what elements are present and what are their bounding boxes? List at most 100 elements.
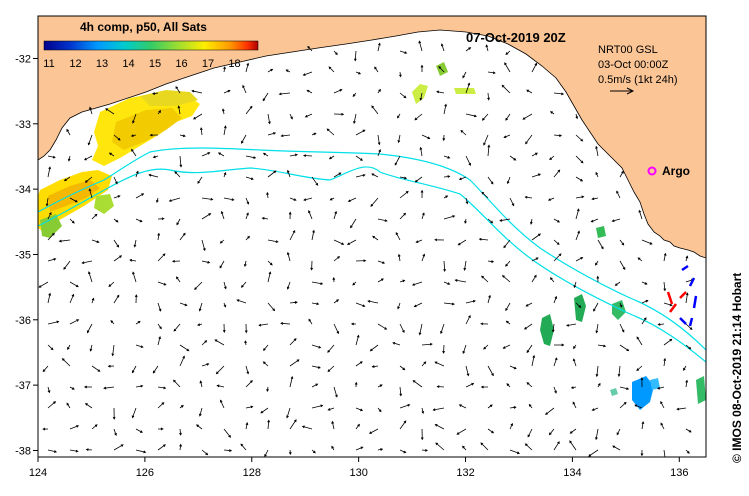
current-arrow-icon <box>214 339 225 346</box>
current-arrow-icon <box>685 379 689 388</box>
current-arrow-icon <box>619 260 626 271</box>
current-arrow-icon <box>38 281 49 288</box>
current-arrow-icon <box>531 257 539 262</box>
current-arrow-icon <box>505 260 511 267</box>
current-arrow-icon <box>569 428 577 434</box>
current-arrow-icon <box>135 384 144 388</box>
current-arrow-icon <box>288 211 292 220</box>
current-arrow-icon <box>135 193 145 199</box>
current-arrow-icon <box>113 239 120 248</box>
current-arrow-icon <box>525 134 533 145</box>
current-arrow-icon <box>353 113 357 125</box>
current-arrow-icon <box>377 218 388 222</box>
current-arrow-icon <box>45 197 49 207</box>
current-arrow-icon <box>223 449 233 452</box>
current-arrow-icon <box>575 230 580 241</box>
current-arrow-icon <box>83 385 92 389</box>
current-arrow-icon <box>483 344 489 350</box>
current-arrow-icon <box>506 383 511 388</box>
current-arrow-icon <box>222 323 226 333</box>
current-arrow-icon <box>289 419 297 430</box>
current-arrow-icon <box>398 71 402 78</box>
current-arrow-icon <box>526 89 533 94</box>
current-arrow-icon <box>263 344 269 351</box>
current-arrow-icon <box>465 365 470 377</box>
current-arrow-icon <box>286 407 291 419</box>
current-arrow-icon <box>179 155 183 168</box>
current-arrow-icon <box>89 344 93 352</box>
current-arrow-icon <box>156 197 159 204</box>
current-arrow-icon <box>47 401 57 409</box>
current-arrow-icon <box>504 62 511 73</box>
current-arrow-icon <box>350 218 357 229</box>
current-arrow-icon <box>487 144 491 157</box>
current-arrow-icon <box>327 365 335 373</box>
current-arrow-icon <box>149 133 159 137</box>
current-arrow-icon <box>355 423 360 430</box>
colorbar <box>43 40 259 51</box>
current-arrow-icon <box>566 323 577 327</box>
current-arrow-icon <box>524 443 533 451</box>
current-arrow-icon <box>311 302 320 306</box>
current-arrow-icon <box>157 427 164 431</box>
current-arrow-icon <box>311 281 324 285</box>
current-arrow-icon <box>111 344 115 357</box>
current-arrow-icon <box>371 173 379 178</box>
colorbar-tick-label: 18 <box>228 58 240 70</box>
current-arrow-icon <box>69 281 79 288</box>
current-arrow-icon <box>261 216 269 220</box>
current-arrow-icon <box>113 444 124 451</box>
current-arrow-icon <box>113 255 123 262</box>
current-arrow-icon <box>67 344 71 351</box>
current-arrow-icon <box>485 44 489 52</box>
current-arrow-icon <box>328 66 335 73</box>
current-arrow-icon <box>347 197 357 202</box>
current-arrow-icon <box>333 172 342 178</box>
current-arrow-icon <box>440 323 445 335</box>
current-arrow-icon <box>311 383 319 388</box>
current-arrow-icon <box>553 295 558 304</box>
current-arrow-icon <box>553 92 565 96</box>
current-arrow-icon <box>245 235 250 241</box>
current-arrow-icon <box>135 344 144 348</box>
current-arrow-icon <box>509 406 517 409</box>
current-arrow-icon <box>456 428 467 435</box>
current-arrow-icon <box>595 171 599 178</box>
current-arrow-icon <box>509 155 517 161</box>
current-arrow-icon <box>397 113 401 119</box>
current-arrow-icon <box>619 344 630 352</box>
current-arrow-icon <box>216 384 225 388</box>
current-arrow-icon <box>663 357 667 367</box>
current-arrow-icon <box>87 134 93 146</box>
argo-label: Argo <box>662 164 690 178</box>
isobath-shallow <box>38 147 706 351</box>
current-arrow-icon <box>569 440 577 451</box>
current-arrow-icon <box>636 365 643 372</box>
current-arrow-icon <box>597 344 607 348</box>
current-arrow-icon <box>371 365 379 368</box>
current-arrow-icon <box>91 213 98 220</box>
current-arrow-icon <box>575 134 584 142</box>
current-arrow-icon <box>132 271 137 283</box>
current-arrow-icon <box>465 314 471 325</box>
current-arrow-icon <box>619 170 624 178</box>
current-arrow-icon <box>487 218 494 224</box>
current-arrow-icon <box>288 449 292 456</box>
current-arrow-icon <box>223 428 232 438</box>
current-arrow-icon <box>399 212 407 220</box>
current-arrow-icon <box>280 134 291 138</box>
current-arrow-icon <box>47 449 57 453</box>
current-arrow-icon <box>553 441 560 451</box>
current-arrow-icon <box>527 428 533 438</box>
current-arrow-icon <box>179 443 182 451</box>
current-arrow-icon <box>377 42 381 52</box>
current-arrow-icon <box>201 260 211 264</box>
current-arrow-icon <box>524 323 533 330</box>
current-arrow-icon <box>612 445 621 451</box>
current-arrow-icon <box>333 256 341 262</box>
current-arrow-icon <box>47 344 54 351</box>
current-arrow-icon <box>47 232 55 241</box>
argo-marker-icon <box>647 166 657 176</box>
current-arrow-icon <box>590 218 599 223</box>
current-arrow-icon <box>201 340 208 346</box>
